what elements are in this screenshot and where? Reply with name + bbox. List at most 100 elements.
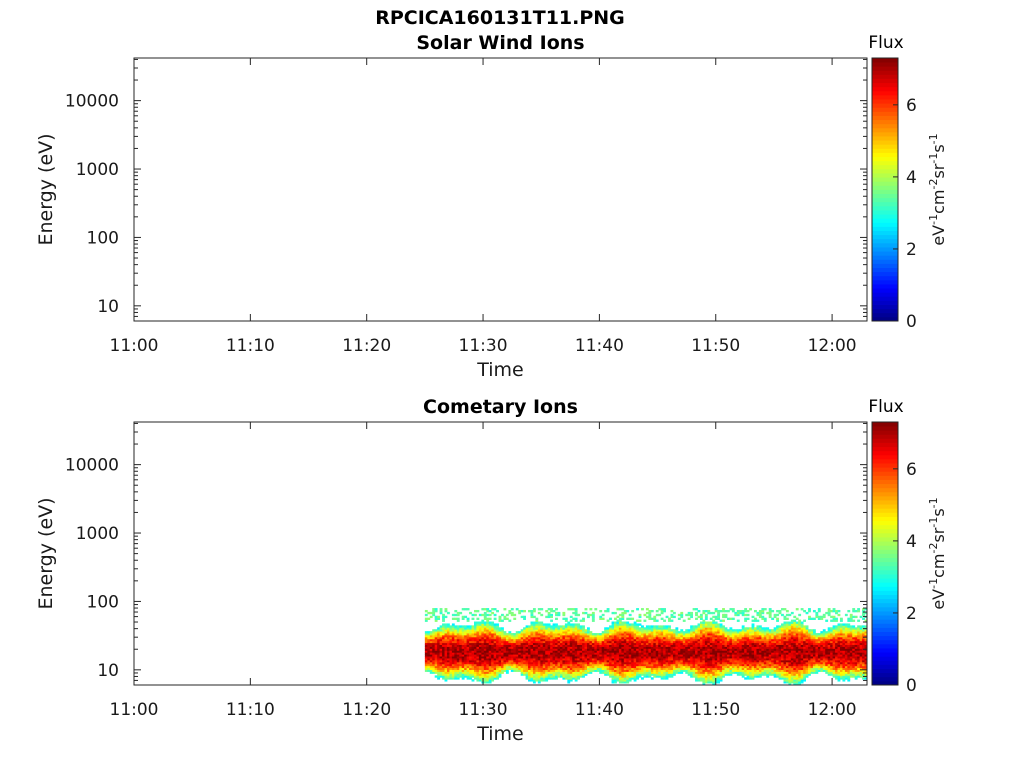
spectrogram-cell [751, 667, 755, 671]
spectrogram-cell [648, 617, 652, 620]
spectrogram-cell [609, 656, 612, 659]
spectrogram-cell [513, 634, 517, 638]
spectrogram-cell [496, 633, 499, 636]
spectrogram-cell [690, 640, 694, 644]
spectrogram-cell [464, 625, 468, 628]
spectrogram-cell [636, 677, 639, 680]
spectrogram-cell [726, 650, 730, 653]
spectrogram-cell [663, 633, 666, 636]
spectrogram-cell [601, 652, 605, 655]
spectrogram-cell [795, 656, 799, 659]
spectrogram-cell [680, 633, 684, 636]
spectrogram-cell [564, 677, 568, 680]
spectrogram-cell [771, 661, 775, 665]
spectrogram-cell [594, 652, 598, 655]
spectrogram-cell [459, 658, 463, 661]
spectrogram-cell [439, 671, 443, 674]
spectrogram-cell [508, 650, 512, 653]
spectrogram-cell [717, 652, 721, 655]
spectrogram-cell [572, 665, 576, 669]
spectrogram-cell [481, 642, 485, 645]
spectrogram-cell [528, 671, 531, 674]
spectrogram-cell [599, 636, 603, 640]
spectrogram-cell [655, 625, 659, 628]
spectrogram-cell [658, 640, 662, 644]
spectrogram-cell [437, 663, 441, 667]
spectrogram-cell [469, 640, 472, 644]
spectrogram-cell [574, 636, 578, 640]
spectrogram-cell [766, 650, 770, 653]
spectrogram-cell [739, 667, 743, 671]
spectrogram-cell [567, 652, 571, 655]
spectrogram-cell [466, 629, 470, 632]
spectrogram-cell [559, 675, 563, 678]
spectrogram-cell [709, 661, 713, 665]
spectrogram-cell [520, 642, 524, 645]
spectrogram-cell [469, 611, 472, 615]
spectrogram-cell [714, 615, 718, 619]
spectrogram-cell [555, 631, 558, 634]
spectrogram-cell [636, 636, 639, 640]
spectrogram-cell [695, 625, 698, 628]
spectrogram-cell [483, 608, 487, 611]
spectrogram-cell [626, 671, 630, 674]
spectrogram-cell [658, 667, 662, 671]
spectrogram-cell [594, 648, 598, 651]
spectrogram-cell [677, 638, 681, 642]
spectrogram-cell [611, 650, 615, 653]
spectrogram-cell [739, 648, 743, 651]
spectrogram-cell [660, 646, 664, 649]
spectrogram-cell [785, 629, 789, 632]
spectrogram-cell [621, 654, 625, 657]
spectrogram-cell [498, 636, 502, 640]
spectrogram-cell [707, 642, 711, 645]
spectrogram-cell [645, 661, 649, 665]
spectrogram-cell [660, 638, 664, 642]
spectrogram-cell [532, 665, 536, 669]
spectrogram-cell [717, 669, 721, 672]
spectrogram-cell [628, 656, 632, 659]
spectrogram-cell [434, 661, 438, 665]
spectrogram-cell [749, 644, 752, 647]
spectrogram-cell [528, 636, 531, 640]
spectrogram-cell [483, 631, 487, 634]
spectrogram-cell [731, 642, 735, 645]
spectrogram-cell [564, 625, 568, 628]
spectrogram-cell [427, 634, 431, 638]
spectrogram-cell [704, 615, 708, 619]
spectrogram-cell [486, 675, 490, 678]
spectrogram-cell [756, 644, 760, 647]
spectrogram-cell [525, 627, 529, 630]
spectrogram-cell [530, 667, 534, 671]
spectrogram-cell [758, 654, 762, 657]
spectrogram-cell [510, 661, 514, 665]
spectrogram-cell [540, 642, 544, 645]
spectrogram-cell [731, 644, 735, 647]
spectrogram-cell [449, 640, 453, 644]
spectrogram-cell [483, 675, 487, 678]
spectrogram-cell [567, 656, 571, 659]
spectrogram-cell [803, 646, 806, 649]
spectrogram-cell [707, 656, 711, 659]
spectrogram-cell [717, 671, 721, 674]
spectrogram-cell [648, 665, 652, 669]
spectrogram-cell [648, 669, 652, 672]
spectrogram-cell [717, 644, 721, 647]
spectrogram-cell [537, 629, 541, 632]
spectrogram-cell [778, 673, 782, 676]
spectrogram-cell [584, 633, 588, 636]
spectrogram-cell [665, 648, 669, 651]
spectrogram-cell [446, 627, 450, 630]
spectrogram-cell [586, 663, 590, 667]
spectrogram-cell [803, 638, 806, 642]
spectrogram-cell [663, 659, 666, 663]
spectrogram-cell [481, 623, 485, 626]
spectrogram-cell [616, 634, 620, 638]
spectrogram-cell [658, 663, 662, 667]
spectrogram-cell [648, 652, 652, 655]
spectrogram-cell [712, 658, 716, 661]
spectrogram-cell [523, 665, 526, 669]
spectrogram-cell [781, 654, 784, 657]
spectrogram-cell [709, 636, 713, 640]
spectrogram-cell [437, 656, 441, 659]
